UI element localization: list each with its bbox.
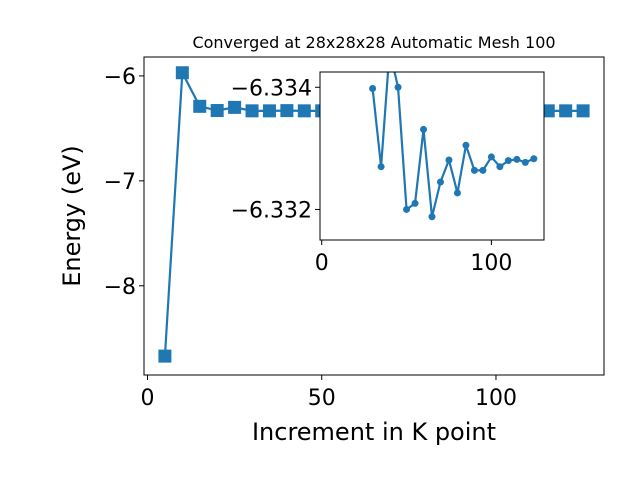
inset-data-point <box>428 213 436 221</box>
inset-data-point <box>394 83 402 91</box>
inset-axes-frame <box>319 71 545 241</box>
main-y-tick-label: −6 <box>104 65 136 90</box>
main-x-tick-label: 100 <box>475 386 517 411</box>
main-axes-frame <box>143 56 605 376</box>
inset-ticks: 0 100 −6.334 −6.332 <box>231 76 513 276</box>
y-axis-label: Energy (eV) <box>58 145 86 287</box>
main-data-point <box>158 349 172 363</box>
inset-data-point <box>403 205 411 213</box>
inset-data-point <box>436 178 444 186</box>
main-data-point <box>210 104 224 118</box>
inset-data-point <box>453 189 461 197</box>
inset-y-tick-label: −6.332 <box>231 198 312 223</box>
main-data-point <box>262 104 276 118</box>
main-data-point <box>280 104 294 118</box>
main-data-point <box>193 99 207 113</box>
inset-data-point <box>513 155 521 163</box>
main-data-point <box>228 100 242 114</box>
inset-data-point <box>411 199 419 207</box>
main-x-tick-label: 50 <box>308 386 336 411</box>
inset-x-tick-label: 0 <box>315 251 329 276</box>
inset-x-tick-label: 100 <box>470 251 512 276</box>
inset-data-point <box>504 157 512 165</box>
main-data-point <box>297 104 311 118</box>
inset-data-point <box>479 166 487 174</box>
main-data-point <box>576 104 590 118</box>
inset-y-tick-label: −6.334 <box>231 76 312 101</box>
inset-data-point <box>487 153 495 161</box>
main-data-point <box>559 104 573 118</box>
main-y-tick-label: −7 <box>104 170 136 195</box>
inset-data-point <box>420 125 428 133</box>
main-ticks: 0 50 100 −8 −7 −6 <box>104 65 517 411</box>
x-axis-label: Increment in K point <box>252 418 496 446</box>
inset-series <box>369 72 538 221</box>
main-data-point <box>245 104 259 118</box>
main-data-point <box>175 66 189 80</box>
inset-data-point <box>521 158 529 166</box>
chart-title: Converged at 28x28x28 Automatic Mesh 100 <box>192 33 555 52</box>
main-x-tick-label: 0 <box>140 386 154 411</box>
main-y-tick-label: −8 <box>104 275 136 300</box>
inset-data-point <box>369 84 377 92</box>
inset-data-point <box>445 156 453 164</box>
inset-data-point <box>470 166 478 174</box>
inset-data-point <box>530 155 538 163</box>
main-data-point <box>541 104 555 118</box>
inset-data-point <box>462 141 470 149</box>
inset-data-point <box>496 163 504 171</box>
inset-data-point <box>377 163 385 171</box>
